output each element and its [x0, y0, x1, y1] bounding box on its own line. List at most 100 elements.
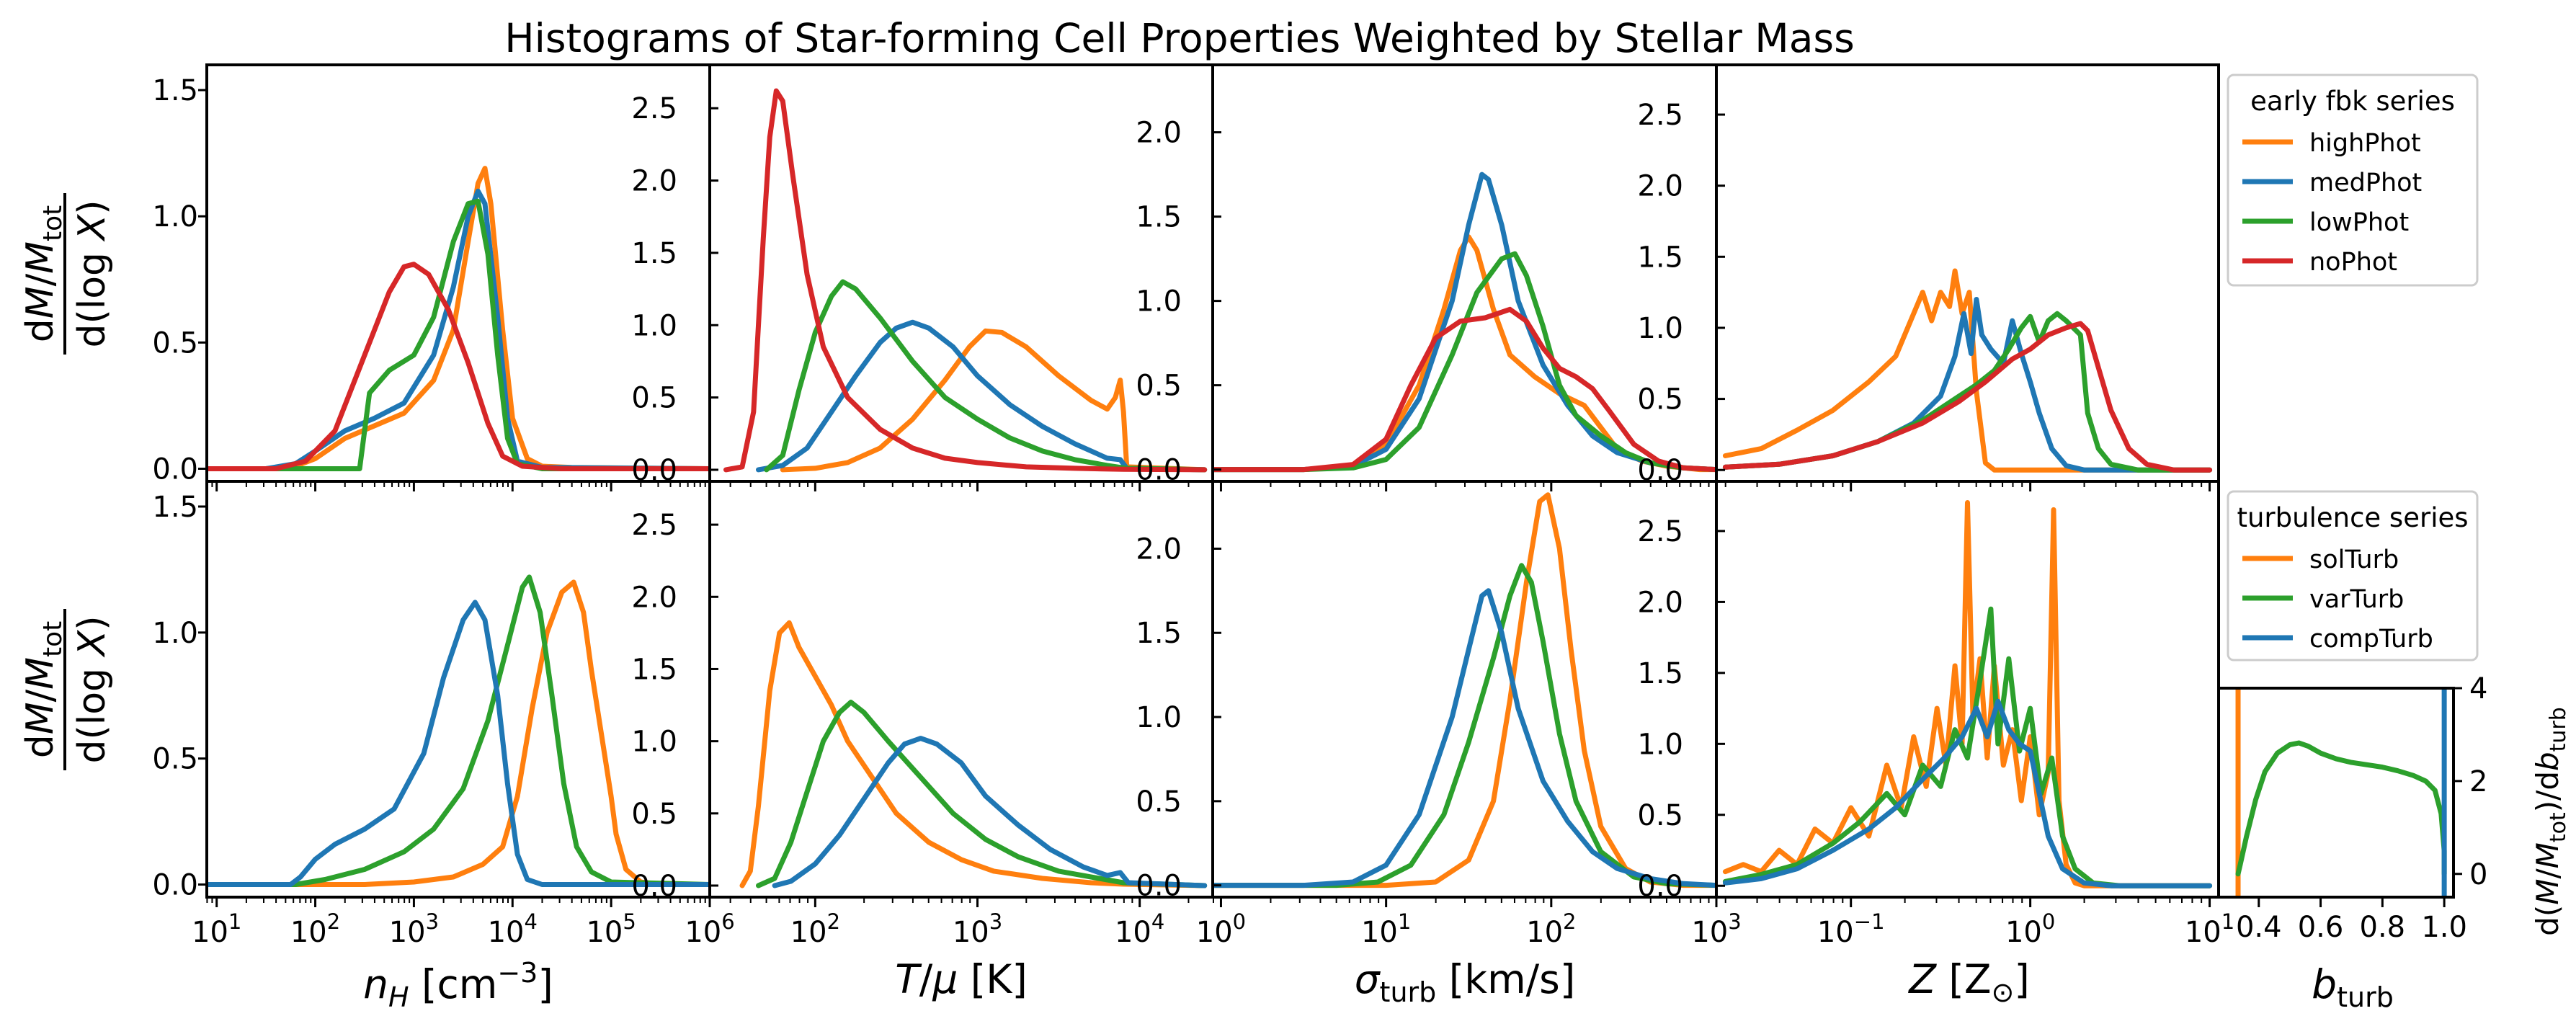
xlabel-sigma: σturb [km/s]	[1355, 956, 1576, 1008]
ytick-label: 1.0	[1637, 312, 1683, 345]
ylabel-num: dM/Mtot	[19, 205, 68, 343]
series-noPhot	[1213, 306, 1716, 473]
xtick-label: 100	[2005, 909, 2055, 949]
ylabel-num: dM/Mtot	[19, 621, 68, 759]
xtick-label: 102	[1526, 909, 1576, 949]
ytick-label: 1.0	[1637, 728, 1683, 761]
ytick-label: 2.5	[631, 92, 677, 125]
ytick-label: 1.5	[631, 653, 677, 686]
panel-bottom-2: 0.0 0.5 1.0 1.5 2.0 100 101 102 103	[1136, 480, 1742, 949]
series-group	[723, 88, 1208, 473]
ytick-label: 2.5	[631, 509, 677, 542]
ytick-label: 0.0	[152, 869, 198, 902]
ytick-label: 2.0	[1637, 170, 1683, 203]
series-group	[1722, 500, 2213, 888]
series-solTurb	[739, 620, 1208, 888]
ytick-label: 0.5	[152, 326, 198, 360]
xlabel-Z: Z [Z⊙]	[1907, 956, 2030, 1008]
ytick-label: 0.5	[631, 798, 677, 831]
legend-bottom: turbulence series solTurb varTurb compTurb	[2227, 490, 2479, 662]
ytick-label: 0.5	[1637, 799, 1683, 832]
ytick-label: 1.5	[631, 237, 677, 270]
xtick-label: 101	[2185, 909, 2234, 949]
panel-top-1: 0.00.51.01.52.02.5	[631, 63, 1214, 491]
series-compTurb	[1213, 588, 1716, 888]
ytick-label: 2	[2469, 765, 2487, 798]
ytick-label: 0	[2469, 858, 2487, 891]
ytick-label: 1.0	[152, 200, 198, 233]
ytick-label: 1.0	[631, 726, 677, 759]
series-varTurb	[1722, 606, 2213, 888]
ytick-label: 1.0	[1136, 701, 1182, 734]
xtick-label: 101	[1361, 909, 1411, 949]
xtick-label: 103	[389, 909, 439, 949]
xlabel-b: bturb	[2312, 961, 2394, 1013]
ytick-label: 0.5	[1136, 785, 1182, 819]
ytick-label: 0.0	[1136, 870, 1182, 903]
ylabel-den: d(log X)	[71, 200, 114, 347]
series-group	[1722, 268, 2213, 473]
ylabel-bottom: dM/Mtot d(log X)	[19, 609, 114, 770]
ytick-label: 1.5	[1136, 201, 1182, 234]
ytick-label: 4	[2469, 672, 2487, 705]
legend-label-noPhot: noPhot	[2309, 248, 2397, 277]
legend-frame	[2227, 490, 2479, 662]
xtick-label: 104	[1115, 909, 1164, 949]
series-lowPhot	[764, 279, 1208, 473]
ytick-label: 2.0	[1637, 586, 1683, 619]
xtick-label: 102	[290, 909, 340, 949]
series-solTurb	[1722, 500, 2213, 888]
xtick-label: 0.6	[2298, 911, 2344, 944]
xtick-label: 103	[1691, 909, 1741, 949]
ytick-label: 1.0	[631, 309, 677, 342]
panel-frame	[205, 480, 711, 899]
series-compTurb	[772, 736, 1208, 888]
panel-frame	[2217, 687, 2455, 899]
xlabel-nH: nH [cm−3]	[363, 957, 553, 1013]
series-varTurb	[2235, 740, 2447, 877]
ytick-label: 1.0	[1136, 285, 1182, 318]
series-noPhot	[723, 88, 1208, 473]
ytick-label: 2.5	[1637, 515, 1683, 548]
xtick-label: 100	[1196, 909, 1246, 949]
series-noPhot	[207, 262, 710, 471]
xtick-label: 104	[488, 909, 538, 949]
xtick-label: 0.4	[2236, 911, 2282, 944]
legend-title: early fbk series	[2250, 86, 2455, 117]
ytick-label: 0.0	[152, 453, 198, 486]
xtick-label: 105	[586, 909, 636, 949]
ytick-label: 0.0	[1637, 870, 1683, 903]
panel-top-2: 0.00.51.01.52.0	[1136, 63, 1718, 491]
xtick-label: 103	[953, 909, 1002, 949]
ytick-label: 0.5	[152, 743, 198, 776]
ytick-label: 1.5	[1637, 241, 1683, 274]
series-group	[739, 620, 1208, 888]
legend-label-solTurb: solTurb	[2309, 545, 2399, 574]
panel-bottom-3: 0.0 0.5 1.0 1.5 2.0 2.5 10−1 100 101	[1637, 480, 2234, 949]
legend-top: early fbk series highPhot medPhot lowPhot n…	[2227, 74, 2479, 287]
series-medPhot	[1213, 172, 1716, 473]
xtick-label: 106	[685, 909, 734, 949]
series-group	[2235, 688, 2447, 897]
series-compTurb	[1722, 698, 2213, 888]
legend-label-highPhot: highPhot	[2309, 129, 2421, 158]
legend-label-compTurb: compTurb	[2309, 625, 2433, 654]
ytick-label: 2.0	[1136, 117, 1182, 150]
b-ylabel: d(M/Mtot)/dbturb	[2530, 707, 2571, 936]
panel-frame	[1715, 63, 2220, 483]
series-noPhot	[1722, 321, 2213, 473]
xlabel-T: T/μ [K]	[895, 956, 1028, 1002]
ytick-label: 1.0	[152, 617, 198, 650]
series-highPhot	[207, 166, 710, 471]
ylabel-top: dM/Mtot d(log X)	[19, 193, 114, 355]
series-varTurb	[1213, 563, 1716, 888]
ytick-label: 0.5	[1637, 383, 1683, 416]
xtick-label: 0.8	[2360, 911, 2406, 944]
panel-bturb: 0 2 4 0.4 0.6 0.8 1.0	[2217, 672, 2487, 944]
panel-top-0: 0.0 0.5 1.0 1.5	[152, 63, 711, 491]
series-compTurb	[207, 600, 710, 887]
ytick-label: 1.5	[152, 74, 198, 107]
ytick-label: 0.5	[631, 382, 677, 415]
legend-frame	[2227, 74, 2479, 287]
ytick-label: 2.0	[1136, 533, 1182, 566]
